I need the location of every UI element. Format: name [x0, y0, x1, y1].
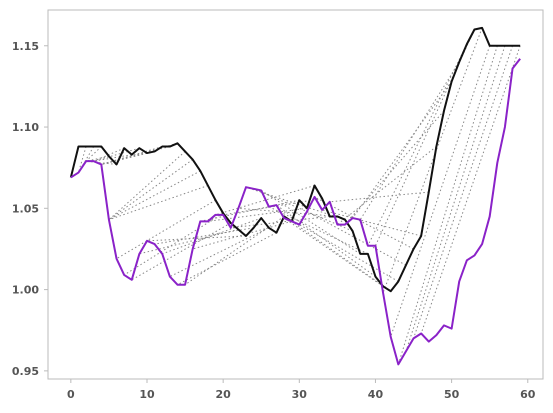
- y-tick-label: 1.05: [12, 202, 39, 215]
- y-tick-label: 1.15: [12, 40, 39, 53]
- connection-line: [85, 146, 102, 162]
- connection-line: [322, 209, 422, 237]
- connection-line: [162, 217, 262, 255]
- connection-line: [192, 220, 292, 250]
- connection-line: [169, 227, 270, 278]
- connection-line: [93, 154, 132, 162]
- connection-line: [123, 212, 224, 276]
- y-tick-label: 1.10: [12, 121, 39, 134]
- y-tick-label: 0.95: [12, 365, 39, 378]
- connection-line: [108, 170, 201, 221]
- connection-line: [367, 43, 468, 246]
- connection-line: [116, 199, 216, 260]
- plot-frame: [47, 9, 544, 380]
- connection-line: [238, 207, 338, 217]
- connection-line: [230, 215, 330, 229]
- y-axis: 0.95 1.00 1.05 1.10 1.15: [12, 40, 48, 378]
- connection-line: [344, 110, 445, 225]
- connection-line: [215, 185, 315, 216]
- x-tick-label: 30: [292, 388, 308, 401]
- x-axis: 0 10 20 30 40 50 60: [67, 379, 536, 401]
- connection-line: [405, 45, 506, 352]
- connection-line: [283, 217, 384, 287]
- connection-line: [101, 150, 155, 165]
- connection-line: [352, 81, 453, 219]
- x-tick-label: 0: [67, 388, 75, 401]
- x-tick-label: 50: [444, 388, 460, 401]
- connection-line: [359, 61, 460, 220]
- connection-line: [306, 211, 407, 266]
- connection-line: [93, 147, 125, 162]
- connection-line: [86, 160, 117, 165]
- connection-line: [108, 185, 209, 221]
- connection-line: [77, 146, 87, 173]
- connection-line: [291, 220, 391, 292]
- connection-line: [299, 224, 399, 282]
- connection-line: [146, 235, 247, 242]
- connection-line: [139, 228, 239, 255]
- connection-line: [177, 232, 277, 286]
- x-tick-label: 10: [139, 388, 155, 401]
- y-tick-label: 1.00: [12, 284, 39, 297]
- connection-line: [420, 45, 521, 334]
- series-line-2: [70, 58, 521, 366]
- series-group: [69, 26, 521, 366]
- connection-line: [314, 196, 414, 250]
- dtw-connections: [70, 27, 521, 365]
- connection-line: [276, 204, 376, 277]
- connection-line: [207, 207, 307, 222]
- connection-line: [223, 198, 323, 216]
- connection-line: [154, 227, 254, 245]
- connection-line: [108, 151, 186, 221]
- connection-line: [390, 45, 491, 337]
- x-tick-label: 20: [215, 388, 231, 401]
- connection-line: [329, 191, 429, 203]
- connection-line: [108, 159, 193, 221]
- x-tick-label: 40: [368, 388, 384, 401]
- connection-line: [413, 45, 514, 339]
- connection-line: [131, 222, 232, 281]
- series-line-1: [69, 26, 521, 293]
- connection-line: [337, 146, 437, 225]
- connection-line: [382, 27, 483, 294]
- x-tick-label: 60: [520, 388, 536, 401]
